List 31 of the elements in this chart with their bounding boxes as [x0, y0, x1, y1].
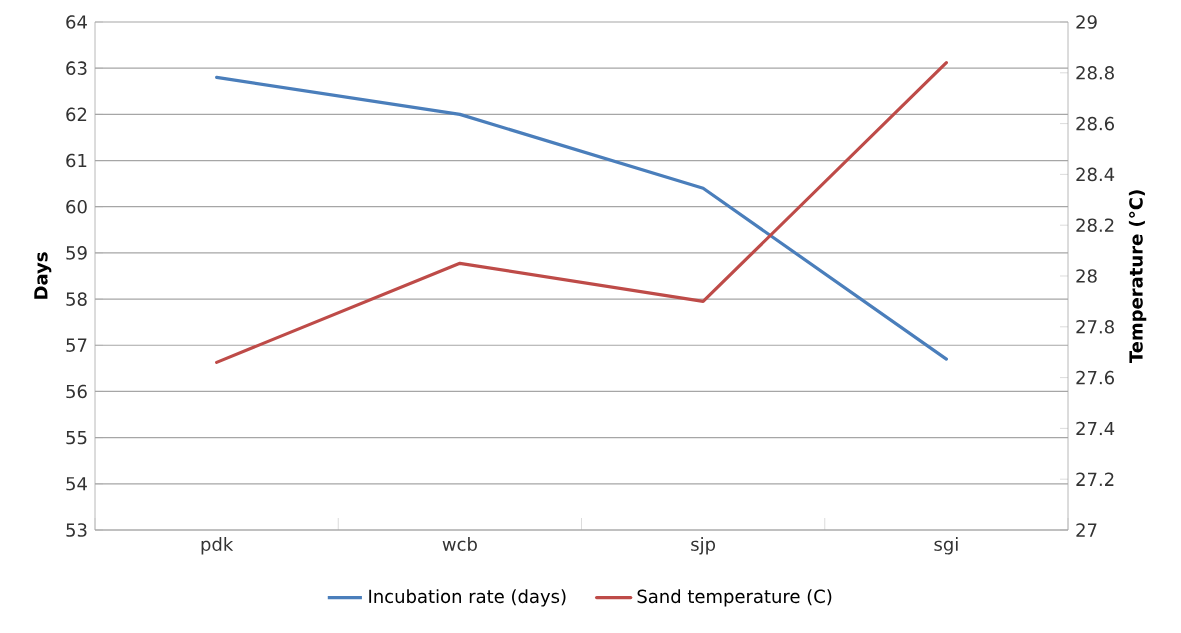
y-tick-label: 57 [66, 338, 87, 352]
legend-label: Sand temperature (C) [637, 589, 832, 607]
y-axis-title: Days [34, 252, 52, 299]
y-tick-label: 55 [66, 430, 87, 445]
x-tick-label: sjp [691, 537, 716, 555]
y2-tick-label: 27.8 [1076, 319, 1114, 334]
y-tick-label: 54 [66, 477, 87, 491]
x-tick-label: sgi [934, 537, 958, 555]
y2-tick-label: 27.6 [1076, 370, 1115, 385]
y2-tick-label: 29 [1076, 15, 1097, 29]
y2-tick-label: 27 [1076, 523, 1097, 537]
legend-label: Incubation rate (days) [369, 589, 566, 607]
y-tick-label: 60 [66, 199, 87, 214]
y-tick-label: 62 [66, 107, 87, 122]
y2-tick-label: 28 [1076, 269, 1097, 283]
y-tick-label: 56 [66, 384, 87, 399]
y-tick-label: 64 [66, 15, 87, 29]
y-tick-label: 59 [66, 246, 87, 260]
y2-tick-label: 28.2 [1076, 218, 1114, 232]
y-tick-label: 53 [66, 523, 87, 537]
x-tick-label: pdk [201, 537, 234, 555]
y2-tick-label: 27.4 [1076, 421, 1115, 436]
y-tick-label: 63 [66, 61, 87, 75]
x-tick-label: wcb [442, 537, 477, 551]
y2-tick-label: 27.2 [1076, 472, 1114, 486]
y-tick-label: 61 [66, 153, 87, 168]
y2-axis-title: Temperature (°C) [1128, 190, 1147, 364]
y2-tick-label: 28.4 [1076, 167, 1115, 182]
y2-tick-label: 28.6 [1076, 116, 1115, 131]
y2-tick-label: 28.8 [1076, 65, 1114, 80]
y-tick-label: 58 [66, 292, 87, 306]
